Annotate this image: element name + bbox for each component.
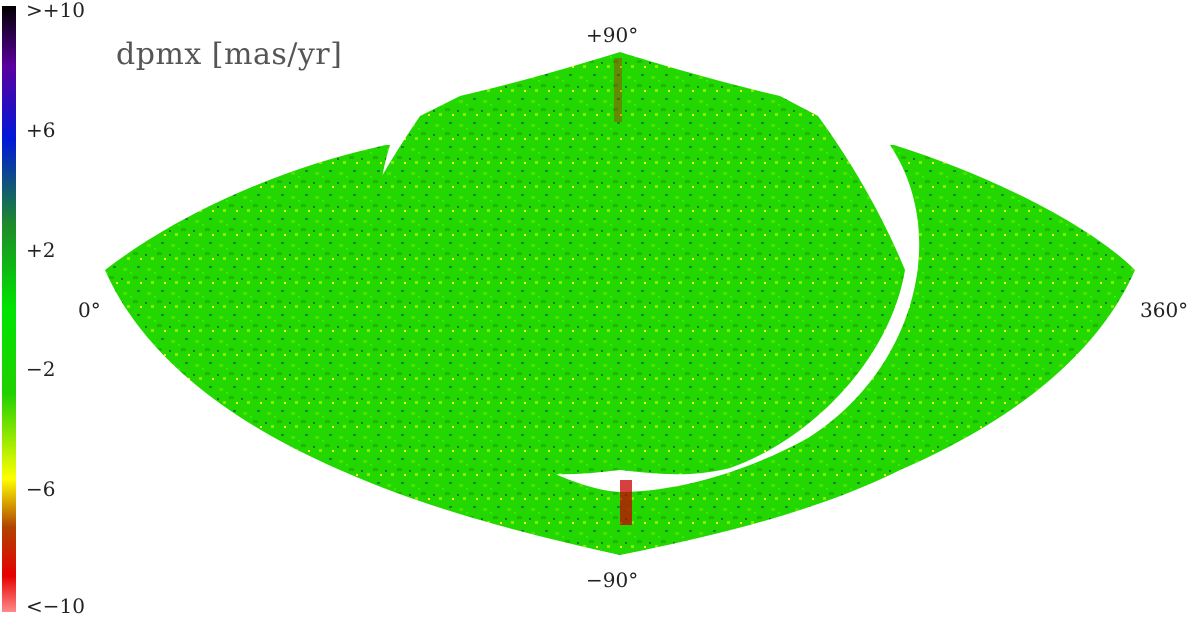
axis-label-top: +90° [586, 23, 639, 47]
colorbar-label-minus6: −6 [26, 477, 56, 501]
map-south-pole-hotspot [620, 480, 632, 525]
colorbar-label-max: >+10 [26, 0, 85, 22]
axis-label-right: 360° [1140, 298, 1189, 322]
map-north-pole-strip [614, 58, 622, 122]
colorbar-gradient [2, 6, 16, 612]
map-region-right [620, 145, 1135, 555]
map-title: dpmx [mas/yr] [116, 37, 343, 72]
axis-label-bottom: −90° [586, 568, 639, 592]
colorbar-label-plus6: +6 [26, 118, 56, 142]
colorbar-label-minus2: −2 [26, 357, 56, 381]
colorbar-label-min: <−10 [26, 594, 85, 618]
axis-label-left: 0° [78, 298, 101, 322]
colorbar-label-plus2: +2 [26, 238, 56, 262]
map-region-center [335, 52, 905, 475]
